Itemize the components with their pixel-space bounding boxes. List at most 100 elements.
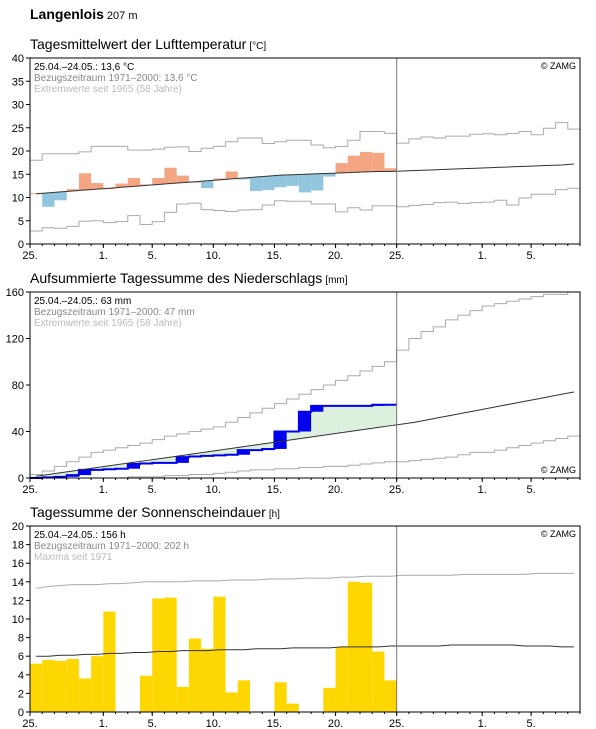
y-tick-label: 20 [12, 146, 24, 158]
y-tick-label: 15 [12, 169, 24, 181]
normal-upper-line [30, 122, 580, 161]
x-tick-label: 5. [148, 484, 157, 496]
y-tick-label: 10 [12, 614, 24, 626]
x-tick-label: 1. [99, 718, 108, 729]
plot-border [29, 291, 581, 479]
x-tick-label: 10. [206, 484, 221, 496]
y-tick-label: 0 [18, 707, 24, 719]
y-tick-label: 12 [12, 595, 24, 607]
y-tick-label: 80 [12, 380, 24, 392]
anomaly-bar-warm [66, 189, 79, 191]
precip-min-line [30, 435, 580, 479]
plot-border [29, 57, 581, 245]
sunshine-bar [372, 651, 385, 712]
y-tick-label: 5 [18, 216, 24, 228]
x-tick-label: 5. [527, 484, 536, 496]
anomaly-bar-warm [91, 183, 104, 190]
temperature-title-text: Tagesmittelwert der Lufttemperatur [30, 36, 247, 52]
temperature-title: Tagesmittelwert der Lufttemperatur [°C] [30, 36, 266, 52]
anomaly-bar-cold [323, 173, 336, 177]
x-tick-label: 25. [22, 718, 37, 729]
copyright-label: © ZAMG [541, 61, 576, 71]
anomaly-bar-cold [311, 173, 324, 191]
anomaly-bar-cold [201, 180, 214, 189]
anomaly-bar-warm [335, 163, 348, 173]
y-tick-label: 25 [12, 123, 24, 135]
x-tick-label: 10. [206, 250, 221, 262]
copyright-label: © ZAMG [541, 529, 576, 539]
anomaly-bar-cold [54, 191, 67, 201]
anomaly-bar-warm [30, 193, 43, 195]
anomaly-bar-warm [225, 171, 238, 179]
anomaly-bar-cold [274, 175, 287, 188]
x-tick-label: 25. [22, 484, 37, 496]
info-line-1: Bezugszeitraum 1971–2000: 202 h [34, 541, 189, 552]
x-tick-label: 5. [527, 250, 536, 262]
x-tick-label: 15. [267, 250, 282, 262]
plot-border [29, 525, 581, 713]
info-line-2: Extremwerte seit 1965 (58 Jahre) [34, 84, 182, 95]
y-tick-label: 2 [18, 688, 24, 700]
precip-unit: [mm] [325, 275, 348, 286]
anomaly-bar-cold [262, 176, 275, 191]
temperature-unit: [°C] [249, 41, 267, 52]
sunshine-title-text: Tagessumme der Sonnenscheindauer [30, 504, 266, 520]
y-tick-label: 20 [12, 521, 24, 533]
x-tick-label: 10. [206, 718, 221, 729]
x-tick-label: 1. [99, 250, 108, 262]
y-tick-label: 30 [12, 100, 24, 112]
plot-frame [29, 525, 581, 713]
info-line-0: 25.04.–24.05.: 63 mm [34, 296, 131, 307]
anomaly-bar-warm [115, 183, 128, 188]
precip-max-line [30, 291, 580, 476]
anomaly-bar-warm [78, 173, 92, 191]
y-tick-label: 8 [18, 633, 24, 645]
anomaly-bar-warm [127, 177, 140, 187]
y-tick-label: 6 [18, 651, 24, 663]
y-tick-label: 14 [12, 577, 24, 589]
sunshine-max-line [36, 572, 574, 589]
anomaly-bar-warm [384, 168, 397, 172]
info-line-0: 25.04.–24.05.: 156 h [34, 530, 126, 541]
precip-increment-bar [127, 464, 140, 469]
info-line-2: Extremwerte seit 1965 (58 Jahre) [34, 318, 182, 329]
x-tick-label: 25. [389, 718, 404, 729]
anomaly-bar-cold [298, 174, 312, 193]
copyright-label: © ZAMG [541, 465, 576, 475]
precip-increment-bar [274, 431, 287, 449]
anomaly-bar-cold [237, 177, 250, 180]
sunshine-bar [237, 680, 250, 712]
sunshine-bar [140, 675, 153, 712]
x-tick-label: 25. [22, 250, 37, 262]
sunshine-bar [384, 680, 397, 712]
sunshine-bar [286, 703, 299, 712]
station-name: Langenlois [30, 6, 104, 22]
anomaly-bar-cold [286, 174, 299, 186]
precip-increment-bar [176, 457, 189, 463]
anomaly-bar-warm [164, 167, 177, 184]
x-tick-label: 20. [328, 250, 343, 262]
sunshine-bar [213, 596, 226, 712]
x-tick-label: 20. [328, 484, 343, 496]
station-altitude: 207 m [106, 10, 138, 22]
x-tick-label: 5. [527, 718, 536, 729]
y-tick-label: 35 [12, 76, 24, 88]
sunshine-bar [91, 656, 104, 712]
plot-frame [29, 57, 581, 245]
y-tick-label: 120 [6, 334, 24, 346]
y-tick-label: 4 [18, 670, 24, 682]
y-tick-label: 16 [12, 558, 24, 570]
sunshine-normal-line [36, 644, 574, 657]
anomaly-bar-warm [152, 177, 165, 185]
sunshine-bar [188, 638, 202, 712]
sunshine-bar [152, 598, 165, 712]
info-line-1: Bezugszeitraum 1971–2000: 13,6 °C [34, 73, 198, 84]
sunshine-bar [78, 678, 92, 712]
x-tick-label: 25. [389, 484, 404, 496]
anomaly-bar-cold [250, 177, 263, 191]
info-line-2: Maxima seit 1971 [34, 552, 113, 563]
sunshine-bar [323, 687, 336, 712]
normal-lower-line [30, 187, 580, 232]
x-tick-label: 5. [148, 718, 157, 729]
